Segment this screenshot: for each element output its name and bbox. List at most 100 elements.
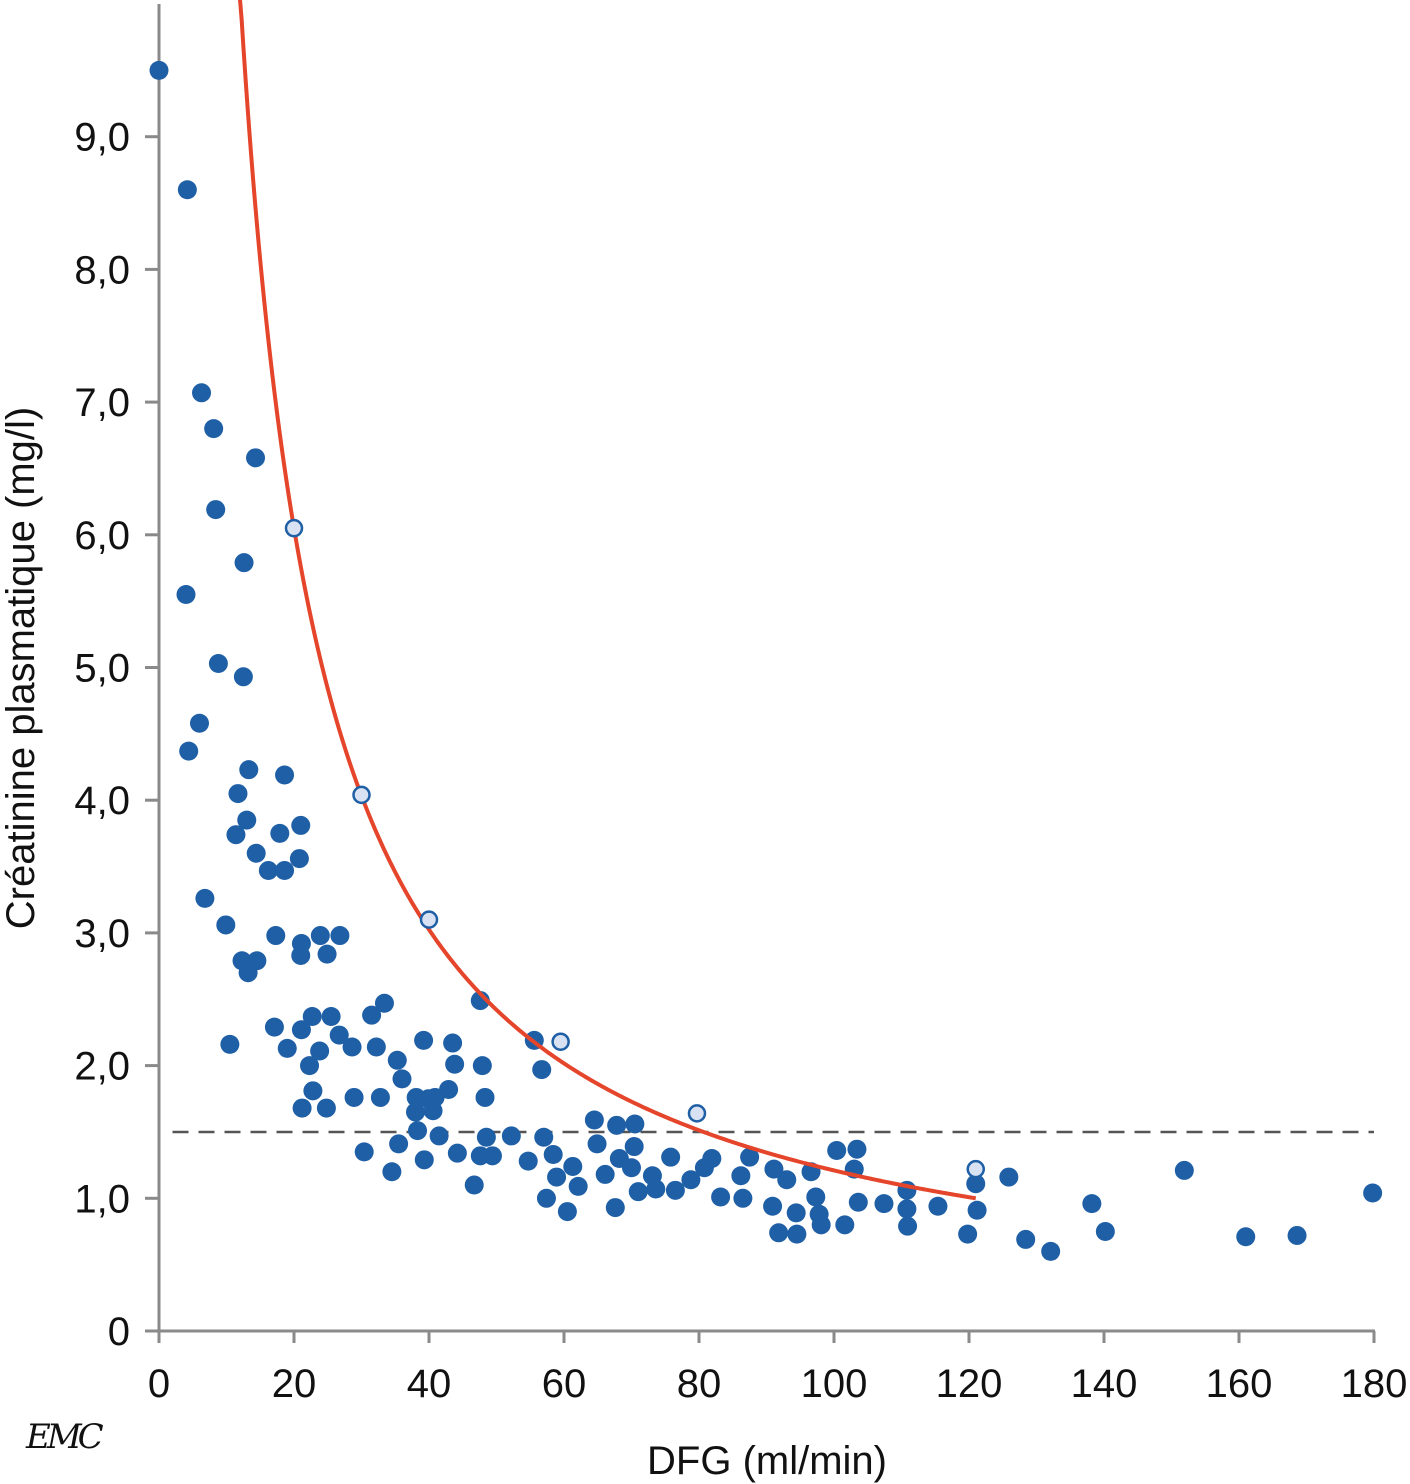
data-point xyxy=(694,1158,714,1178)
x-tick-label: 60 xyxy=(542,1362,587,1406)
data-point xyxy=(806,1187,826,1207)
data-point xyxy=(740,1147,760,1167)
data-point xyxy=(228,784,248,804)
data-point xyxy=(382,1162,402,1182)
data-point xyxy=(563,1156,583,1176)
data-point xyxy=(482,1146,502,1166)
data-point xyxy=(1287,1225,1307,1245)
curve-marker xyxy=(419,910,439,929)
data-point xyxy=(827,1141,847,1161)
data-point xyxy=(447,1143,467,1163)
data-point xyxy=(445,1054,465,1074)
data-point xyxy=(277,1038,297,1058)
data-point xyxy=(234,553,254,573)
data-point xyxy=(557,1202,577,1222)
data-point xyxy=(177,180,197,200)
data-point xyxy=(246,448,266,468)
data-point xyxy=(628,1182,648,1202)
data-point xyxy=(370,1087,390,1107)
data-point xyxy=(625,1114,645,1134)
data-point xyxy=(532,1060,552,1080)
x-tick-label: 180 xyxy=(1341,1362,1408,1406)
x-tick-label: 40 xyxy=(407,1362,452,1406)
data-point xyxy=(958,1224,978,1244)
x-ticks: 0 20 40 60 80 100 120 140 160 180 xyxy=(148,1331,1408,1406)
data-point xyxy=(786,1203,806,1223)
y-tick-label: 3,0 xyxy=(74,912,130,956)
data-point xyxy=(192,383,212,403)
data-point xyxy=(414,1030,434,1050)
data-point xyxy=(408,1121,428,1141)
data-point xyxy=(587,1134,607,1154)
data-point xyxy=(414,1150,434,1170)
data-point xyxy=(928,1196,948,1216)
data-point xyxy=(233,667,253,687)
data-point xyxy=(310,926,330,946)
data-point xyxy=(387,1050,407,1070)
curve-marker xyxy=(687,1104,707,1123)
data-point xyxy=(605,1198,625,1218)
data-point xyxy=(344,1087,364,1107)
x-axis-title: DFG (ml/min) xyxy=(647,1439,887,1483)
data-point xyxy=(330,926,350,946)
x-tick-label: 20 xyxy=(272,1362,317,1406)
data-point xyxy=(216,915,236,935)
data-point xyxy=(179,741,199,761)
data-point xyxy=(264,1017,284,1037)
data-point xyxy=(303,1081,323,1101)
curve-markers xyxy=(284,518,985,1179)
x-tick-label: 160 xyxy=(1206,1362,1273,1406)
data-point xyxy=(665,1180,685,1200)
data-point xyxy=(1174,1160,1194,1180)
data-point xyxy=(661,1147,681,1167)
data-point xyxy=(769,1223,789,1243)
data-point xyxy=(1041,1241,1061,1261)
data-points xyxy=(149,60,1383,1261)
data-point xyxy=(190,713,209,733)
curve-marker xyxy=(284,518,304,538)
data-point xyxy=(149,60,169,80)
data-point xyxy=(1082,1194,1102,1214)
data-point xyxy=(464,1175,484,1195)
data-point xyxy=(226,825,246,845)
data-point xyxy=(362,1005,382,1025)
data-point xyxy=(536,1188,556,1208)
data-point xyxy=(711,1187,731,1207)
data-point xyxy=(475,1087,495,1107)
data-point xyxy=(777,1170,797,1190)
data-point xyxy=(246,843,266,863)
y-tick-label: 5,0 xyxy=(74,647,130,691)
data-point xyxy=(342,1037,362,1057)
data-point xyxy=(547,1167,567,1187)
data-point xyxy=(443,1033,463,1053)
curve-marker xyxy=(966,1159,985,1179)
data-point xyxy=(239,760,259,780)
x-tick-label: 80 xyxy=(677,1362,722,1406)
data-point xyxy=(238,963,258,983)
data-point xyxy=(354,1142,374,1162)
data-point xyxy=(291,815,311,835)
y-tick-label: 8,0 xyxy=(74,248,130,292)
data-point xyxy=(731,1166,751,1186)
data-point xyxy=(967,1200,987,1220)
data-point xyxy=(999,1167,1019,1187)
data-point xyxy=(406,1102,425,1122)
data-point xyxy=(423,1101,443,1121)
data-point xyxy=(429,1126,449,1146)
data-point xyxy=(392,1069,412,1089)
data-point xyxy=(966,1174,986,1194)
y-axis-title: Créatinine plasmatique (mg/l) xyxy=(0,407,43,929)
data-point xyxy=(584,1110,604,1130)
reference-curve xyxy=(238,0,977,1201)
data-point xyxy=(898,1216,918,1236)
data-point xyxy=(206,500,226,520)
data-point xyxy=(763,1196,783,1216)
data-point xyxy=(237,810,257,830)
data-point xyxy=(1236,1227,1256,1247)
y-ticks: 0 1,0 2,0 3,0 4,0 5,0 6,0 7,0 8,0 9,0 xyxy=(74,116,159,1354)
y-tick-label: 9,0 xyxy=(74,116,130,160)
data-point xyxy=(204,419,224,439)
data-point xyxy=(897,1199,917,1219)
data-point xyxy=(374,993,394,1013)
data-point xyxy=(681,1170,701,1190)
